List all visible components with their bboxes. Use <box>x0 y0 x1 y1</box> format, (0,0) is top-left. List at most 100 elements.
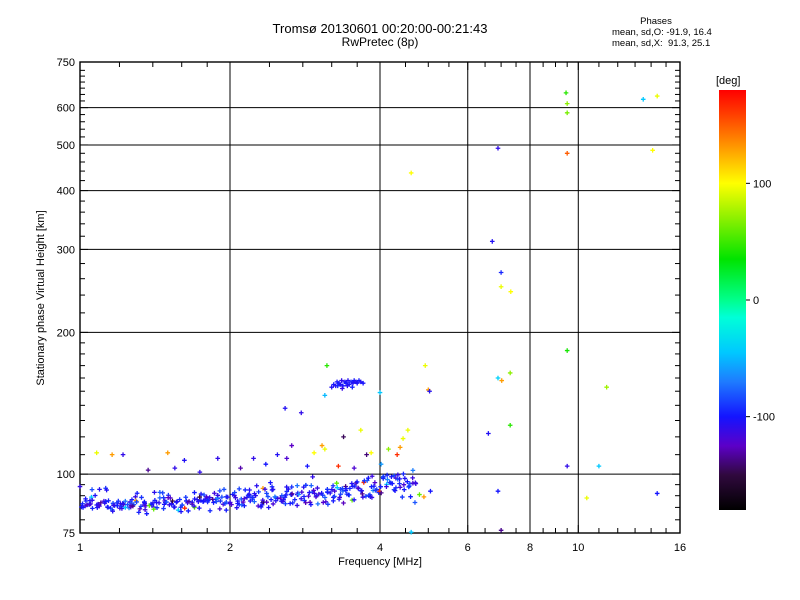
data-point <box>134 490 140 496</box>
data-point <box>142 499 147 505</box>
data-point <box>303 482 309 488</box>
data-point <box>92 493 98 498</box>
data-point <box>160 490 165 496</box>
data-point <box>338 382 343 387</box>
data-point <box>196 505 202 511</box>
data-point <box>264 491 269 496</box>
data-point <box>167 495 173 501</box>
data-point <box>355 485 361 491</box>
data-point <box>360 491 365 497</box>
data-point <box>79 504 84 510</box>
data-point <box>240 499 246 505</box>
data-point <box>350 384 355 390</box>
data-point <box>358 427 364 433</box>
data-point <box>334 485 340 490</box>
data-point <box>172 504 178 510</box>
data-point <box>320 492 326 498</box>
phase-stats-o-line: mean, sd,O: -91.9, 16.4 <box>612 27 712 38</box>
data-point <box>378 490 384 496</box>
data-point <box>336 496 342 502</box>
data-point <box>89 487 95 492</box>
data-point <box>564 348 570 353</box>
data-point <box>564 463 570 469</box>
data-point <box>325 502 331 507</box>
data-point <box>207 508 213 514</box>
data-point <box>397 481 402 486</box>
data-point <box>368 450 374 456</box>
data-point <box>354 479 360 485</box>
data-point <box>507 422 513 428</box>
data-point <box>289 491 295 497</box>
data-point <box>239 502 245 508</box>
data-point <box>413 481 419 486</box>
data-point <box>169 501 174 506</box>
data-point <box>147 503 152 508</box>
data-point <box>215 456 221 461</box>
data-point <box>89 497 95 503</box>
data-point <box>289 443 295 448</box>
data-point <box>405 427 411 433</box>
data-point <box>221 487 227 492</box>
data-point <box>397 484 403 490</box>
y-tick-label: 500 <box>57 140 75 152</box>
data-point <box>392 488 398 493</box>
data-point <box>311 488 316 493</box>
data-point <box>335 383 341 389</box>
x-tick-label: 10 <box>572 542 584 554</box>
colorbar-unit-label: [deg] <box>716 75 740 87</box>
data-point <box>233 495 238 500</box>
data-point <box>179 502 185 508</box>
x-tick-label: 1 <box>77 542 83 554</box>
data-point <box>270 501 276 507</box>
y-tick-label: 600 <box>57 103 75 115</box>
data-point <box>315 501 321 507</box>
data-point <box>410 475 415 481</box>
data-point <box>294 483 300 488</box>
tick-layer: 1 2 4 6 8 10 16 75 100 200 300 400 500 600 750 <box>57 57 686 554</box>
data-point <box>235 498 241 504</box>
data-point <box>338 491 343 497</box>
colorbar-bar <box>719 90 746 510</box>
data-point <box>191 503 197 509</box>
data-point <box>106 498 111 504</box>
data-point <box>313 494 319 500</box>
data-point <box>129 497 135 502</box>
data-point <box>410 468 416 473</box>
data-point <box>174 499 180 504</box>
data-point <box>278 495 283 501</box>
data-point <box>136 510 142 515</box>
data-point <box>182 505 187 511</box>
data-point <box>174 499 179 505</box>
data-point <box>254 483 260 489</box>
data-point <box>165 450 171 456</box>
data-point <box>341 434 346 440</box>
data-point <box>164 499 169 505</box>
data-point <box>346 492 351 498</box>
data-point <box>331 498 336 504</box>
data-point <box>498 270 504 275</box>
y-tick-label: 400 <box>57 186 75 198</box>
data-point <box>251 456 256 461</box>
data-point <box>507 370 513 376</box>
data-point <box>604 384 609 390</box>
x-tick-label: 4 <box>377 542 383 554</box>
data-point <box>83 496 88 502</box>
data-point <box>263 461 269 467</box>
data-point <box>640 96 646 102</box>
colorbar-tick-label: 100 <box>753 178 771 190</box>
data-point <box>283 492 289 498</box>
data-point <box>212 490 217 496</box>
data-point <box>498 284 504 290</box>
data-point <box>299 489 305 495</box>
data-point <box>250 495 256 500</box>
data-point <box>495 488 501 494</box>
data-point <box>264 499 269 505</box>
data-point <box>142 507 148 513</box>
y-tick-label: 750 <box>57 57 75 69</box>
data-point <box>205 499 210 505</box>
data-point <box>308 483 314 488</box>
data-point <box>197 494 202 500</box>
data-point <box>154 505 160 511</box>
